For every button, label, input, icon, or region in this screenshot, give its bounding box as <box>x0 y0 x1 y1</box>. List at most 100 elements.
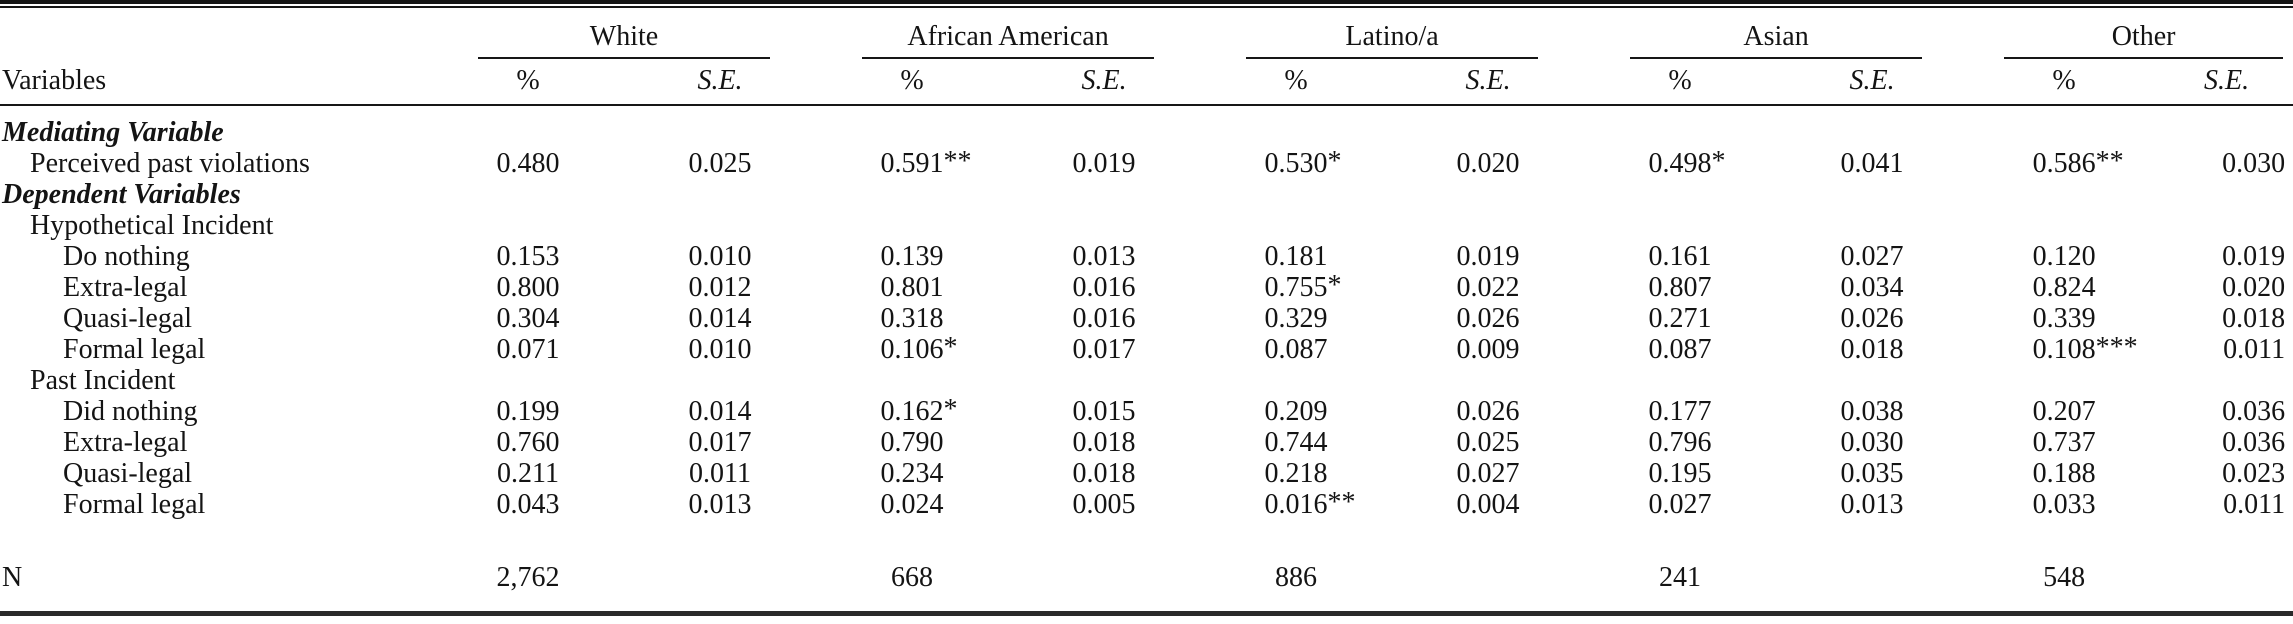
value-cell <box>624 105 816 148</box>
value-cell: 0.737 <box>1968 427 2160 458</box>
value: 0.004 <box>1457 489 1520 520</box>
value-cell: 0.018 <box>1776 334 1968 365</box>
value-number: 0.329 <box>1264 302 1328 334</box>
value-cell: 0.011 <box>2160 334 2293 365</box>
value-number: 0.018 <box>1072 457 1136 489</box>
table-body: Mediating Variable Perceived past violati… <box>0 105 2293 593</box>
value-number: 0.318 <box>880 302 944 334</box>
value: 0.234 <box>881 458 944 489</box>
value-number: 241 <box>1659 561 1702 593</box>
value: 0.108 *** <box>2032 332 2138 365</box>
value: 0.207 <box>2033 396 2096 427</box>
value-cell: 0.591 ** <box>816 146 1008 179</box>
value-cell <box>816 210 1008 241</box>
value-number: 0.530 <box>1264 147 1328 179</box>
value-number: 0.018 <box>2222 302 2286 334</box>
value-number: 0.017 <box>688 426 752 458</box>
significance-asterisks: *** <box>2095 331 2138 363</box>
value: 0.018 <box>2222 303 2285 334</box>
value-cell: 0.023 <box>2160 458 2293 489</box>
value: 0.030 <box>2222 148 2285 179</box>
table-row-extra-legal: Extra-legal 0.800 0.012 0.801 0.016 0.755 * 0.0… <box>0 270 2293 303</box>
value: 0.043 <box>497 489 560 520</box>
value: 668 <box>891 562 933 593</box>
value: 0.026 <box>1457 303 1520 334</box>
value: 0.318 <box>881 303 944 334</box>
value: 0.023 <box>2222 458 2285 489</box>
value-number: 0.181 <box>1264 240 1328 272</box>
value-number: 0.108 <box>2032 333 2096 365</box>
value-number: 0.218 <box>1264 457 1328 489</box>
value-number: 0.020 <box>2222 271 2286 303</box>
value: 0.807 <box>1649 272 1712 303</box>
value-number: 0.207 <box>2032 395 2096 427</box>
value-cell: 0.027 <box>1776 241 1968 272</box>
value: 0.035 <box>1841 458 1904 489</box>
value-cell <box>1776 210 1968 241</box>
value-cell: 0.087 <box>1584 334 1776 365</box>
value-cell: 0.106 * <box>816 332 1008 365</box>
value: 0.162 * <box>881 394 958 427</box>
value: 0.013 <box>689 489 752 520</box>
value-number: 0.010 <box>688 240 752 272</box>
value-cell: 0.195 <box>1584 458 1776 489</box>
value-cell <box>2160 179 2293 210</box>
value-cell: 0.020 <box>1392 148 1584 179</box>
table-row-formal-legal: Formal legal 0.071 0.010 0.106 * 0.017 0.087 0.… <box>0 332 2293 365</box>
value-cell: 0.586 ** <box>1968 146 2160 179</box>
value-cell <box>1008 210 1200 241</box>
value-cell: 0.020 <box>2160 272 2293 303</box>
value-cell: 0.010 <box>624 241 816 272</box>
value-cell: 0.480 <box>432 148 624 179</box>
value-cell: 0.162 * <box>816 394 1008 427</box>
value: 0.586 ** <box>2033 146 2124 179</box>
value-cell: 0.017 <box>1008 334 1200 365</box>
table-row-do-nothing: Do nothing 0.153 0.010 0.139 0.013 0.181 0.019… <box>0 241 2293 272</box>
value-cell: 0.016 ** <box>1200 486 1392 520</box>
group-label: Latino/a <box>1246 21 1539 59</box>
value-number: 0.035 <box>1840 457 1904 489</box>
table-row-hypothetical-incident: Hypothetical Incident <box>0 210 2293 241</box>
value: 0.027 <box>1841 241 1904 272</box>
value: 0.188 <box>2033 458 2096 489</box>
se-column-header: S.E. <box>1008 58 1201 106</box>
value-cell: 0.013 <box>624 489 816 520</box>
value-cell: 0.036 <box>2160 427 2293 458</box>
value-number: 0.013 <box>1840 488 1904 520</box>
row-label: Formal legal <box>63 488 206 520</box>
value-cell: 0.035 <box>1776 458 1968 489</box>
bottom-rule <box>0 611 2293 616</box>
value: 0.011 <box>2223 489 2285 520</box>
value-number: 0.016 <box>1072 302 1136 334</box>
value-cell: 0.108 *** <box>1968 332 2160 365</box>
value-number: 0.005 <box>1072 488 1136 520</box>
value-cell <box>1392 365 1584 396</box>
row-label: Dependent Variables <box>2 178 241 210</box>
value: 0.015 <box>1073 396 1136 427</box>
value-cell: 0.016 <box>1008 272 1200 303</box>
value-cell <box>1776 520 1968 593</box>
value: 0.016 <box>1073 272 1136 303</box>
value-number: 0.177 <box>1648 395 1712 427</box>
value: 0.218 <box>1265 458 1328 489</box>
value: 0.177 <box>1649 396 1712 427</box>
value-cell <box>1968 105 2160 148</box>
variables-column-header: Variables <box>0 58 432 106</box>
sample-size-row: N 2,762 668 886 241 548 <box>0 520 2293 593</box>
value: 0.025 <box>689 148 752 179</box>
value-cell: 0.038 <box>1776 396 1968 427</box>
group-label: African American <box>862 21 1155 59</box>
significance-asterisks: ** <box>1327 486 1356 518</box>
row-label: Mediating Variable <box>2 116 224 148</box>
value-cell: 0.018 <box>1008 427 1200 458</box>
value-number: 0.800 <box>496 271 560 303</box>
descriptive-statistics-table: White African American Latino/a Asian Other … <box>0 14 2293 593</box>
value: 0.760 <box>497 427 560 458</box>
value-number: 0.030 <box>2222 147 2286 179</box>
value-cell: 0.120 <box>1968 241 2160 272</box>
value-number: 0.087 <box>1264 333 1328 365</box>
value-cell: 0.318 <box>816 303 1008 334</box>
value-cell <box>432 179 624 210</box>
value-cell: 2,762 <box>432 520 624 593</box>
value-cell <box>1392 520 1584 593</box>
